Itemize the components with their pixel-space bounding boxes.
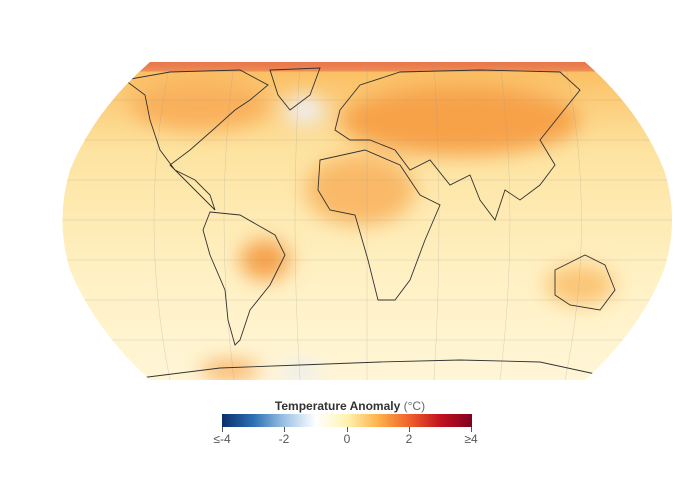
europe-asia	[334, 69, 581, 221]
north-america	[123, 69, 269, 211]
australia	[554, 254, 616, 311]
legend-title: Temperature Anomaly (°C)	[0, 399, 700, 413]
tick-label: -2	[278, 432, 290, 446]
tick-mark	[471, 427, 472, 432]
south-america	[202, 211, 286, 346]
tick-mark	[284, 427, 285, 432]
tick-mark	[222, 427, 223, 432]
tick-label: ≥4	[464, 432, 478, 446]
legend-title-text: Temperature Anomaly	[274, 399, 401, 413]
color-scale-bar	[222, 414, 472, 427]
tick-label: ≤-4	[213, 432, 231, 446]
legend-unit: (°C)	[403, 399, 426, 413]
tick-mark	[409, 427, 410, 432]
tick-mark	[347, 427, 348, 432]
greenland	[269, 67, 321, 111]
antarctica	[139, 359, 601, 379]
coastlines	[123, 67, 616, 379]
africa	[317, 149, 441, 301]
tick-label: 0	[343, 432, 351, 446]
tick-label: 2	[405, 432, 413, 446]
anomaly-patches	[130, 80, 615, 380]
